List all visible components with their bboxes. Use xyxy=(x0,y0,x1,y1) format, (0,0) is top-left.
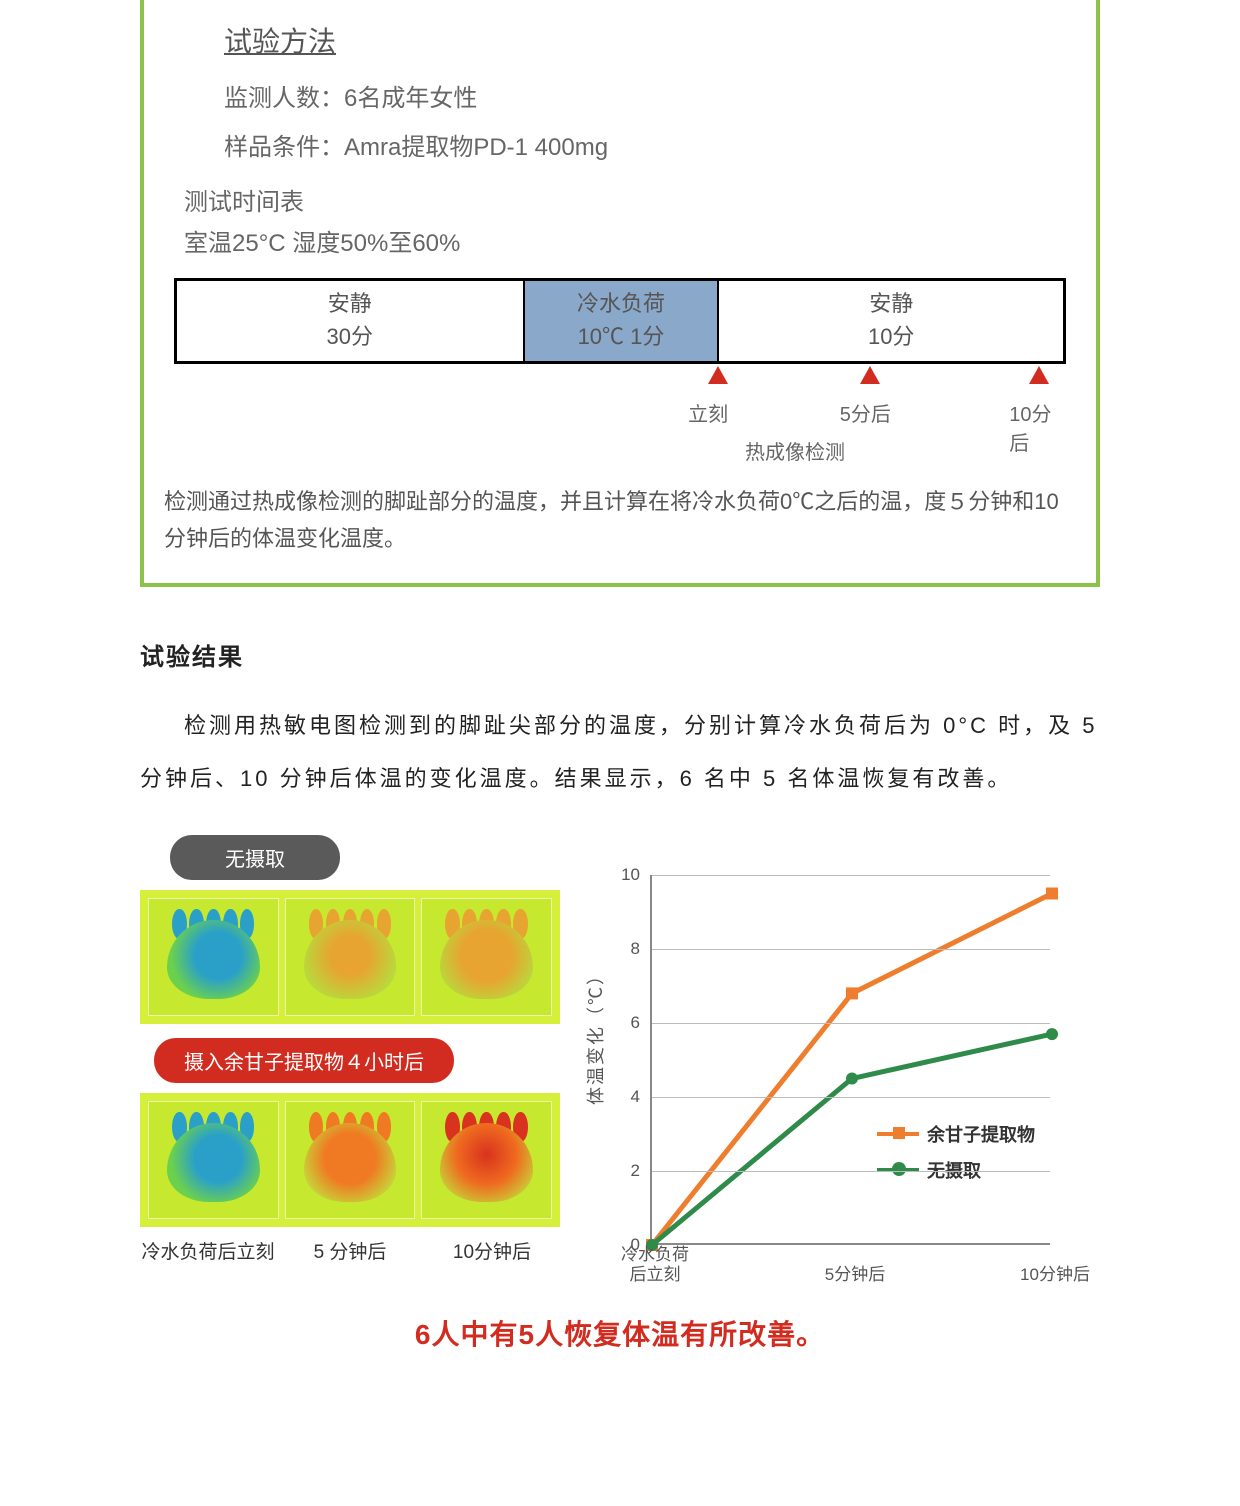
legend-line-icon xyxy=(877,1132,919,1136)
timeline-cell-title: 安静 xyxy=(869,287,913,320)
chart-legend: 余甘子提取物 无摄取 xyxy=(877,1111,1035,1183)
sample-label: 样品条件： xyxy=(224,134,344,161)
legend-none: 无摄取 xyxy=(877,1157,1035,1183)
timeline-arrow-label: 5分后 xyxy=(840,398,891,427)
chart-y-tick-label: 8 xyxy=(616,939,640,959)
timeline-arrow-label: 立刻 xyxy=(688,398,728,427)
thermo-cell xyxy=(148,898,279,1016)
method-panel: 试验方法 监测人数：6名成年女性 样品条件：Amra提取物PD-1 400mg … xyxy=(140,0,1100,587)
thermo-caption: 10分钟后 xyxy=(424,1237,560,1264)
chart-lines-svg xyxy=(652,875,1050,1243)
participants-label: 监测人数： xyxy=(224,85,344,112)
chart-y-tick-label: 10 xyxy=(616,865,640,885)
timeline-cell-coldwater: 冷水负荷 10℃ 1分 xyxy=(523,281,718,361)
pill-noingest: 无摄取 xyxy=(170,835,340,880)
conclusion-text: 6人中有5人恢复体温有所改善。 xyxy=(140,1313,1100,1353)
results-block: 试验结果 检测用热敏电图检测到的脚趾尖部分的温度，分别计算冷水负荷后为 0°C … xyxy=(140,637,1100,806)
chart-marker-icon xyxy=(1046,888,1058,900)
method-sample: 样品条件：Amra提取物PD-1 400mg xyxy=(224,127,1076,162)
timeline-table: 安静 30分 冷水负荷 10℃ 1分 安静 10分 xyxy=(174,278,1066,364)
chart-panel: 体温变化（℃） 余甘子提取物 无摄取 0246810冷水负荷 后立 xyxy=(580,835,1100,1295)
timeline-arrow-icon xyxy=(1029,366,1049,384)
method-heading: 试验方法 xyxy=(224,20,1076,60)
timeline-arrow-row xyxy=(174,364,1066,394)
chart-plot-area: 余甘子提取物 无摄取 xyxy=(650,875,1050,1245)
thermo-cell xyxy=(285,1101,416,1219)
legend-square-icon xyxy=(893,1127,905,1139)
chart-y-tick-label: 6 xyxy=(616,1013,640,1033)
chart-x-tick-label: 5分钟后 xyxy=(810,1265,900,1285)
chart-gridline xyxy=(652,949,1050,950)
legend-label: 余甘子提取物 xyxy=(927,1121,1035,1147)
chart-y-tick-label: 2 xyxy=(616,1161,640,1181)
thermo-grid-amla xyxy=(140,1093,560,1227)
thermo-cell xyxy=(148,1101,279,1219)
thermo-cell xyxy=(421,898,552,1016)
chart-x-tick-label: 10分钟后 xyxy=(1010,1265,1100,1285)
timeline-arrow-icon xyxy=(860,366,880,384)
thermo-grid-none xyxy=(140,890,560,1024)
pill-amla: 摄入余甘子提取物４小时后 xyxy=(154,1038,454,1083)
chart-x-tick-label: 冷水负荷 后立刻 xyxy=(610,1245,700,1286)
thermo-cell xyxy=(421,1101,552,1219)
chart-gridline xyxy=(652,1097,1050,1098)
results-paragraph: 检测用热敏电图检测到的脚趾尖部分的温度，分别计算冷水负荷后为 0°C 时，及 5… xyxy=(140,700,1100,806)
timeline-arrow-labels: 立刻5分后10分后 xyxy=(174,398,1066,430)
chart-gridline xyxy=(652,1171,1050,1172)
thermal-note: 热成像检测 xyxy=(514,436,1076,465)
timeline-cell-rest2: 安静 10分 xyxy=(717,281,1063,361)
timeline-arrow-icon xyxy=(708,366,728,384)
chart-y-tick-label: 4 xyxy=(616,1087,640,1107)
timeline-cell-title: 安静 xyxy=(328,287,372,320)
sample-value: Amra提取物PD-1 400mg xyxy=(344,134,608,161)
legend-label: 无摄取 xyxy=(927,1157,981,1183)
line-chart: 体温变化（℃） 余甘子提取物 无摄取 0246810冷水负荷 后立 xyxy=(590,865,1070,1295)
chart-gridline xyxy=(652,875,1050,876)
schedule-conditions: 室温25°C 湿度50%至60% xyxy=(184,223,1076,258)
page-root: 试验方法 监测人数：6名成年女性 样品条件：Amra提取物PD-1 400mg … xyxy=(0,0,1240,1393)
thermo-caption: 5 分钟后 xyxy=(282,1237,418,1264)
thermo-cell xyxy=(285,898,416,1016)
chart-marker-icon xyxy=(846,1073,858,1085)
timeline-cell-sub: 10℃ 1分 xyxy=(578,320,665,353)
timeline-cell-sub: 10分 xyxy=(868,320,914,353)
chart-y-title: 体温变化（℃） xyxy=(582,965,608,1105)
method-description: 检测通过热成像检测的脚趾部分的温度，并且计算在将冷水负荷0℃之后的温，度５分钟和… xyxy=(164,483,1076,558)
participants-value: 6名成年女性 xyxy=(344,85,477,112)
schedule-heading: 测试时间表 xyxy=(184,182,1076,217)
timeline-cell-title: 冷水负荷 xyxy=(577,287,665,320)
chart-marker-icon xyxy=(1046,1028,1058,1040)
timeline-arrow-label: 10分后 xyxy=(1009,398,1066,456)
legend-amla: 余甘子提取物 xyxy=(877,1121,1035,1147)
chart-gridline xyxy=(652,1023,1050,1024)
thermo-caption: 冷水负荷后立刻 xyxy=(140,1237,276,1264)
figure-row: 无摄取 摄入余甘子提取物４小时后 冷水负荷后立刻 5 分钟后 10分钟后 体温变… xyxy=(140,835,1100,1295)
thermo-captions: 冷水负荷后立刻 5 分钟后 10分钟后 xyxy=(140,1237,560,1264)
chart-marker-icon xyxy=(846,988,858,1000)
results-heading: 试验结果 xyxy=(140,637,1100,672)
legend-circle-icon xyxy=(892,1162,906,1176)
timeline-cell-sub: 30分 xyxy=(327,320,373,353)
method-participants: 监测人数：6名成年女性 xyxy=(224,78,1076,113)
thermography-panel: 无摄取 摄入余甘子提取物４小时后 冷水负荷后立刻 5 分钟后 10分钟后 xyxy=(140,835,560,1264)
timeline-cell-rest1: 安静 30分 xyxy=(177,281,523,361)
